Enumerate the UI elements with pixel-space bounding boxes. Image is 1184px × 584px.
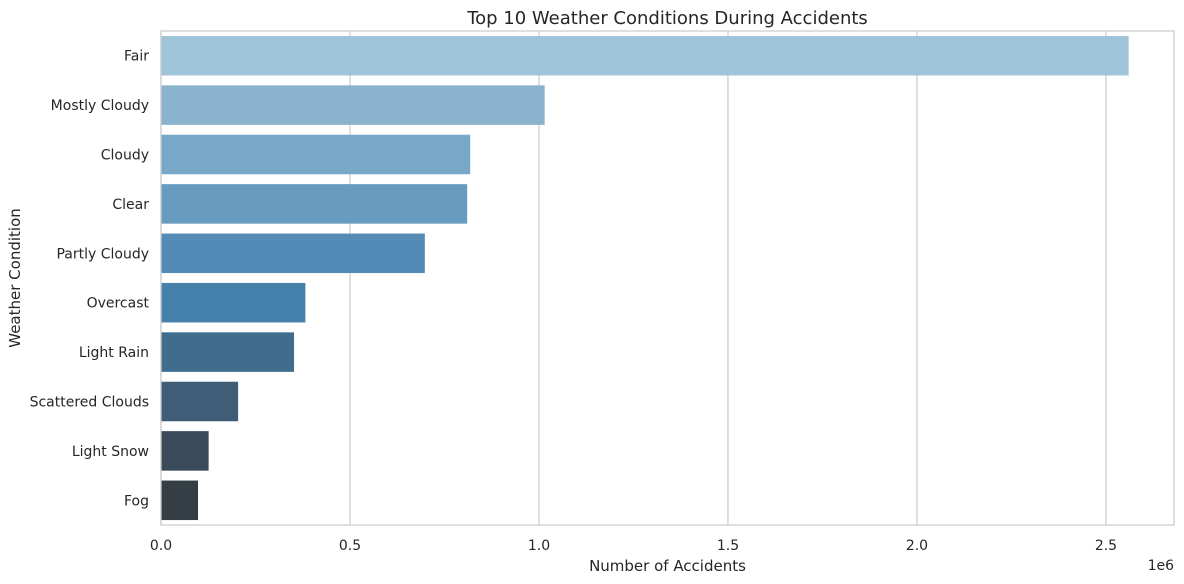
y-axis-label: Weather Condition (6, 208, 24, 348)
bar (161, 233, 425, 274)
y-tick-label: Overcast (87, 296, 150, 312)
bar (161, 35, 1129, 76)
chart-title: Top 10 Weather Conditions During Acciden… (466, 8, 868, 29)
x-axis-offset-text: 1e6 (1148, 558, 1175, 574)
bar (161, 332, 295, 372)
x-tick-label: 0.5 (339, 538, 361, 554)
y-tick-label: Mostly Cloudy (51, 98, 149, 114)
bar (161, 85, 545, 125)
bar (161, 134, 471, 175)
bar (161, 431, 209, 471)
y-tick-label: Clear (112, 197, 149, 213)
x-tick-label: 2.5 (1095, 538, 1117, 554)
bar (161, 282, 306, 323)
y-tick-label: Fog (124, 493, 149, 509)
y-tick-label: Fair (124, 49, 149, 65)
y-tick-label: Partly Cloudy (56, 246, 149, 262)
y-tick-labels: Fair Mostly Cloudy Cloudy Clear Partly Cloud… (30, 49, 150, 510)
plot-frame (160, 30, 1175, 526)
y-tick-label: Light Rain (79, 345, 149, 361)
x-tick-label: 0.0 (150, 538, 172, 554)
y-tick-label: Scattered Clouds (30, 395, 149, 411)
x-tick-labels: 0.0 0.5 1.0 1.5 2.0 2.5 (150, 538, 1117, 554)
x-tick-label: 2.0 (906, 538, 928, 554)
y-tick-label: Cloudy (101, 148, 149, 164)
bar (161, 184, 468, 224)
x-tick-label: 1.0 (528, 538, 550, 554)
bars-layer (161, 35, 1129, 521)
bar (161, 381, 239, 422)
x-axis-label: Number of Accidents (589, 557, 746, 575)
y-tick-label: Light Snow (72, 444, 149, 460)
x-tick-label: 1.5 (717, 538, 739, 554)
bar (161, 480, 199, 521)
